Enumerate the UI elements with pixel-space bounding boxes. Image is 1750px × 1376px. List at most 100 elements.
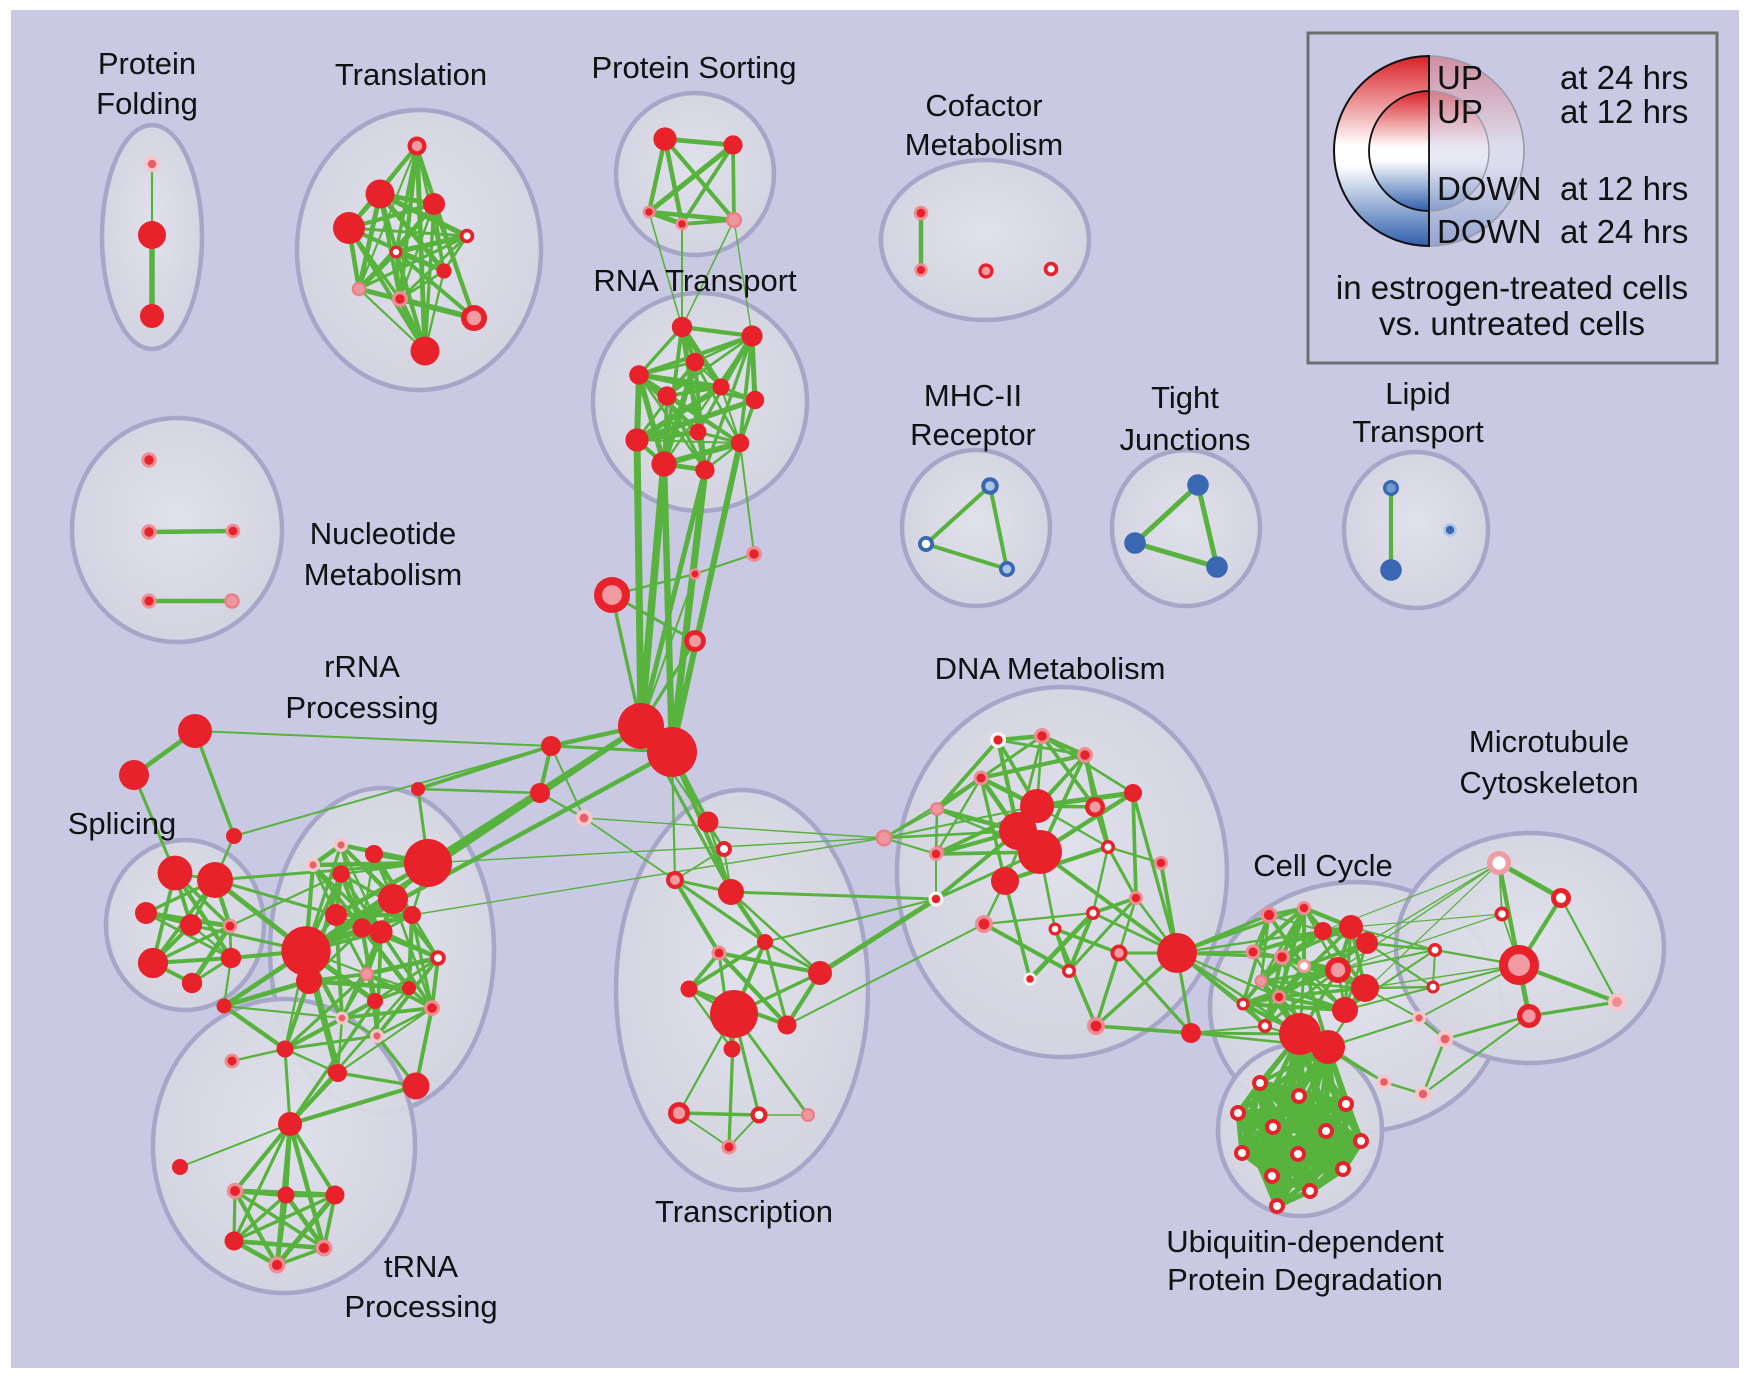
edge [430, 956, 440, 1010]
edge [393, 249, 447, 274]
cluster-label-protein-folding: Protein Folding [96, 46, 198, 121]
node-core [678, 220, 686, 228]
node-sr [222, 918, 238, 934]
edge [232, 1121, 293, 1194]
node-r [1339, 915, 1363, 939]
node-core [427, 1003, 437, 1013]
edge [1251, 925, 1353, 954]
edge [1350, 926, 1436, 951]
node-ring [1311, 1030, 1345, 1064]
edge [1344, 986, 1434, 1011]
cluster-label-rrna-processing: rRNA Processing [285, 649, 438, 725]
node-r [332, 865, 350, 883]
cluster-labels-layer: Protein Folding Translation Protein Sorting… [68, 46, 1639, 1324]
edge [416, 787, 542, 795]
edge [635, 438, 742, 445]
node-r [657, 386, 677, 406]
cluster-label-line: MHC-II [924, 378, 1022, 413]
legend-time-0: at 24 hrs [1560, 59, 1688, 96]
edge [146, 528, 236, 535]
node-core [931, 894, 941, 904]
node-core [1114, 948, 1124, 958]
node-core [1037, 731, 1047, 741]
cluster-label-microtubule-cytoskeleton: Microtubule Cytoskeleton [1459, 724, 1638, 800]
edge [423, 202, 436, 353]
edge [336, 1006, 434, 1075]
edge [1094, 951, 1121, 1028]
edge [1325, 1044, 1346, 1172]
edge [233, 745, 552, 837]
edge [1280, 925, 1353, 959]
node-ring [138, 221, 166, 249]
edge [1132, 540, 1220, 570]
node-pr [144, 156, 160, 172]
node-rw [750, 1106, 768, 1124]
edge [716, 950, 790, 1028]
edge [1259, 929, 1325, 983]
node-ring [436, 263, 452, 279]
node-ring [710, 990, 758, 1038]
node-ring [181, 972, 203, 994]
node-ring [332, 865, 350, 883]
node-sr [315, 1239, 333, 1257]
node-r [653, 127, 677, 151]
node-pb [1443, 523, 1457, 537]
node-core [1026, 975, 1034, 983]
edge [634, 384, 724, 443]
node-ring [730, 433, 750, 453]
cluster-label-ubiquitin-dependent-protein-degradation: Ubiquitin-dependent Protein Degradation [1166, 1224, 1444, 1297]
node-sr [1087, 1017, 1105, 1035]
edge [979, 776, 1007, 883]
node-r [1311, 1030, 1345, 1064]
node-r [226, 828, 242, 844]
node-pr [335, 1011, 349, 1025]
node-core [144, 596, 154, 606]
node-core [1498, 910, 1506, 918]
edge [1053, 927, 1121, 955]
edge [882, 829, 1020, 840]
node-rw [1264, 1168, 1280, 1184]
node-core [749, 549, 759, 559]
node-ring [777, 1015, 797, 1035]
node-r [367, 993, 383, 1009]
node-rp [461, 305, 487, 331]
node-p [351, 281, 367, 297]
edge [213, 861, 430, 882]
node-core [309, 861, 317, 869]
cluster-ellipse-dna-metabolism [894, 684, 1230, 1060]
cluster-label-mhc-ii-receptor: MHC-II Receptor [910, 378, 1036, 452]
cluster-label-line: Protein Degradation [1167, 1262, 1443, 1297]
node-r [403, 906, 421, 924]
node-pr [575, 809, 593, 827]
node-rw [1230, 1105, 1246, 1121]
node-r [178, 714, 212, 748]
node-core [392, 248, 400, 256]
edge [739, 442, 755, 555]
node-sr [141, 593, 157, 609]
node-sr [226, 1182, 244, 1200]
node-r [410, 336, 440, 366]
cluster-label-transcription: Transcription [655, 1194, 833, 1229]
node-ring [327, 1064, 343, 1080]
edge [283, 1047, 292, 1126]
node-rw [1290, 1146, 1306, 1162]
edge [786, 923, 985, 1026]
legend-time-1: at 12 hrs [1560, 93, 1688, 130]
node-core [337, 841, 345, 849]
node-r [808, 961, 832, 985]
node-core [1418, 1089, 1428, 1099]
node-rw [1291, 1088, 1307, 1104]
legend: UP at 24 hrs UP at 12 hrs DOWN at 12 hrs DOWN a… [1306, 31, 1719, 365]
node-rw [1048, 922, 1062, 936]
node-core [1273, 1202, 1281, 1210]
node-bb [1383, 480, 1399, 496]
node-core [714, 948, 724, 958]
node-pr [1436, 1030, 1454, 1048]
edge [935, 738, 1000, 811]
edge [978, 752, 1088, 781]
edge [883, 805, 1038, 839]
node-core [318, 1242, 330, 1254]
node-core [225, 921, 235, 931]
edge [687, 940, 767, 991]
